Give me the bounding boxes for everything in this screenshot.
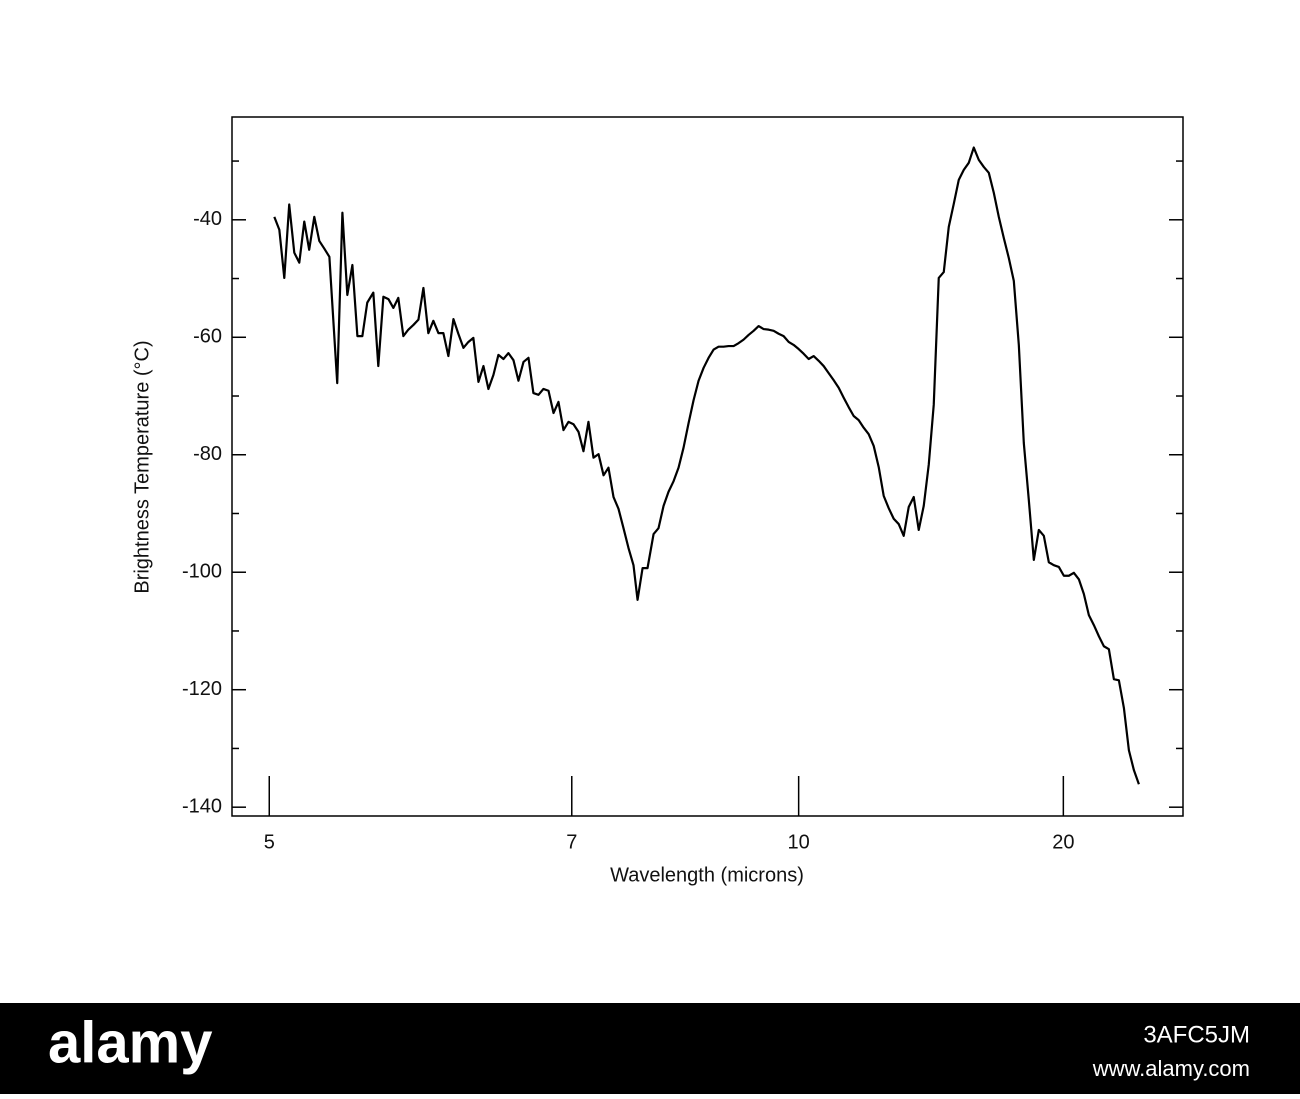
watermark-url: www.alamy.com — [1092, 1056, 1250, 1081]
watermark: alamy 3AFC5JM www.alamy.com — [0, 1003, 1300, 1094]
x-tick-label: 5 — [264, 831, 275, 853]
y-axis-label: Brightness Temperature (°C) — [131, 340, 153, 593]
watermark-bar — [0, 1003, 1300, 1094]
watermark-brand: alamy — [48, 1010, 212, 1075]
y-tick-label: -80 — [193, 443, 222, 465]
watermark-id: 3AFC5JM — [1143, 1021, 1250, 1048]
y-tick-label: -40 — [193, 208, 222, 230]
plot-frame — [231, 116, 1184, 817]
y-tick-label: -60 — [193, 326, 222, 348]
x-axis-label: Wavelength (microns) — [610, 864, 804, 886]
y-tick-label: -100 — [182, 561, 222, 583]
x-tick-label: 20 — [1052, 831, 1074, 853]
data-line — [273, 146, 1140, 785]
x-tick-label: 7 — [566, 831, 577, 853]
y-tick-label: -140 — [182, 795, 222, 817]
y-tick-label: -120 — [182, 678, 222, 700]
x-tick-label: 10 — [788, 831, 810, 853]
